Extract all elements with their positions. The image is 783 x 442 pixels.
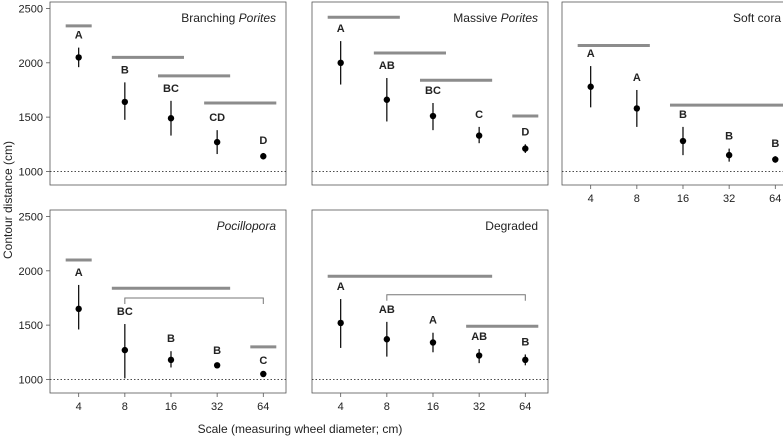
significance-letter: A bbox=[633, 72, 641, 84]
panel-frame bbox=[49, 1, 287, 186]
panel-frame bbox=[561, 1, 783, 186]
panel-title-part: Porites bbox=[501, 11, 538, 25]
x-axis-label: Scale (measuring wheel diameter; cm) bbox=[198, 422, 403, 436]
significance-letter: B bbox=[121, 64, 129, 76]
x-tick-label: 8 bbox=[122, 401, 128, 413]
mean-point bbox=[383, 336, 391, 343]
significance-letter: C bbox=[475, 109, 483, 121]
significance-letter: AB bbox=[379, 60, 395, 72]
panel-frame bbox=[311, 209, 549, 394]
significance-letter: CD bbox=[209, 112, 225, 124]
mean-point bbox=[213, 138, 221, 146]
significance-letter: A bbox=[337, 23, 345, 35]
y-tick-label: 2500 bbox=[19, 4, 43, 16]
significance-letter: D bbox=[521, 126, 529, 138]
panel-frame bbox=[49, 209, 287, 394]
significance-letter: BC bbox=[425, 85, 441, 97]
mean-point bbox=[475, 132, 483, 139]
significance-letter: AB bbox=[471, 331, 487, 343]
panel-title: Pocillopora bbox=[217, 219, 277, 233]
significance-letter: D bbox=[259, 135, 267, 147]
mean-point bbox=[383, 96, 391, 103]
x-tick-label: 4 bbox=[338, 401, 344, 413]
significance-letter: B bbox=[771, 138, 779, 150]
significance-letter: C bbox=[259, 355, 267, 367]
mean-point bbox=[75, 54, 82, 61]
mean-point bbox=[772, 156, 779, 163]
y-tick-label: 1500 bbox=[19, 112, 43, 124]
panel-title-part: Branching bbox=[181, 11, 235, 25]
significance-letter: A bbox=[75, 30, 83, 42]
mean-point bbox=[429, 112, 437, 120]
panel-title-part: Pocillopora bbox=[217, 219, 277, 233]
panel-title-part: Porites bbox=[239, 11, 276, 25]
mean-point bbox=[429, 339, 437, 346]
significance-letter: BC bbox=[163, 83, 179, 95]
significance-letter: B bbox=[167, 333, 175, 345]
x-tick-label: 8 bbox=[634, 193, 640, 205]
mean-point bbox=[522, 145, 529, 152]
significance-letter: AB bbox=[379, 304, 395, 316]
panel-frame bbox=[311, 1, 549, 186]
y-tick-label: 1000 bbox=[19, 374, 43, 386]
mean-point bbox=[167, 356, 175, 364]
x-tick-label: 32 bbox=[723, 193, 735, 205]
significance-letter: A bbox=[75, 267, 83, 279]
x-tick-label: 8 bbox=[384, 401, 390, 413]
mean-point bbox=[337, 319, 344, 327]
significance-letter: BC bbox=[117, 306, 133, 318]
x-tick-label: 4 bbox=[76, 401, 82, 413]
y-tick-label: 1500 bbox=[19, 320, 43, 332]
panel-title: Branching Porites bbox=[181, 11, 276, 25]
mean-point bbox=[633, 105, 641, 112]
significance-letter: B bbox=[679, 109, 687, 121]
x-tick-label: 4 bbox=[588, 193, 594, 205]
mean-point bbox=[522, 356, 529, 364]
y-tick-label: 1000 bbox=[19, 166, 43, 178]
significance-letter: B bbox=[521, 336, 529, 348]
x-tick-label: 32 bbox=[211, 401, 223, 413]
mean-point bbox=[121, 346, 129, 354]
x-tick-label: 64 bbox=[769, 193, 781, 205]
mean-point bbox=[121, 98, 129, 106]
x-tick-label: 32 bbox=[473, 401, 485, 413]
mean-point bbox=[75, 305, 82, 313]
bracket bbox=[386, 294, 526, 301]
significance-letter: A bbox=[429, 315, 437, 327]
x-tick-label: 16 bbox=[677, 193, 689, 205]
panel-title: Degraded bbox=[485, 219, 538, 233]
x-tick-label: 16 bbox=[427, 401, 439, 413]
significance-letter: B bbox=[213, 345, 221, 357]
mean-point bbox=[679, 137, 687, 145]
panel-title: Massive Porites bbox=[453, 11, 538, 25]
panel-title-part: Soft cora bbox=[733, 11, 781, 25]
y-tick-label: 2500 bbox=[19, 212, 43, 224]
significance-letter: A bbox=[337, 281, 345, 293]
y-tick-label: 2000 bbox=[19, 266, 43, 278]
mean-point bbox=[167, 115, 175, 122]
mean-point bbox=[260, 153, 267, 160]
bracket bbox=[124, 297, 264, 304]
y-axis-label: Contour distance (cm) bbox=[1, 141, 15, 259]
x-tick-label: 16 bbox=[165, 401, 177, 413]
mean-point bbox=[475, 352, 483, 359]
mean-point bbox=[260, 370, 267, 378]
mean-point bbox=[337, 59, 344, 67]
mean-point bbox=[725, 151, 733, 159]
significance-letter: A bbox=[587, 48, 595, 60]
significance-letter: B bbox=[725, 131, 733, 143]
panel-title: Soft cora bbox=[733, 11, 781, 25]
panel-title-part: Massive bbox=[453, 11, 497, 25]
mean-point bbox=[213, 362, 221, 369]
panel-title-part: Degraded bbox=[485, 219, 538, 233]
y-tick-label: 2000 bbox=[19, 58, 43, 70]
x-tick-label: 64 bbox=[257, 401, 269, 413]
mean-point bbox=[587, 83, 594, 90]
x-tick-label: 64 bbox=[519, 401, 531, 413]
